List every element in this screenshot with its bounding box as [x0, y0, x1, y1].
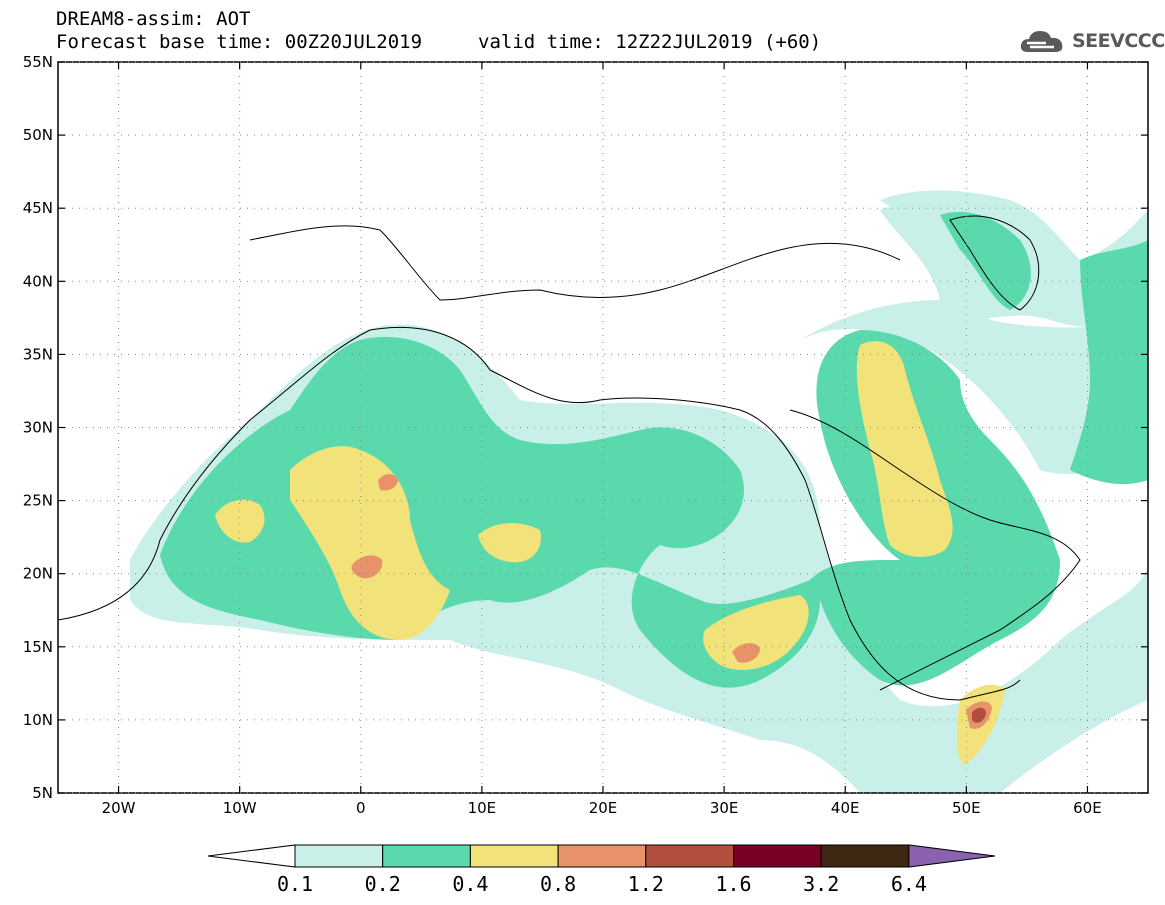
- coastline-europe: [249, 225, 901, 301]
- lat-label: 35N: [23, 345, 53, 363]
- lat-label: 5N: [32, 784, 53, 802]
- aot-contour-0.4-mauritania: [215, 499, 265, 543]
- lon-label: 20E: [589, 799, 618, 817]
- lat-label: 30N: [23, 419, 53, 437]
- forecast-base-time: Forecast base time: 00Z20JUL2019: [56, 31, 423, 53]
- aot-contour-0.8-a: [351, 555, 383, 579]
- lon-label: 60E: [1073, 799, 1102, 817]
- colorbar-swatch: [733, 844, 822, 868]
- logo-text: SEEVCCC: [1072, 30, 1165, 52]
- aot-contour-0.2-iran: [1070, 240, 1148, 485]
- aot-contour-0.1-east: [800, 206, 1148, 475]
- coastline-arabia: [789, 409, 1081, 691]
- colorbar: 0.1 0.2 0.4 0.8 1.2 1.6 3.2 6.4: [207, 844, 996, 896]
- axis-labels: 55N 50N 45N 40N 35N 30N 25N 20N 15N 10N 5N 20W 10W 0 1…: [23, 53, 1148, 817]
- aot-contour-0.4-niger: [478, 523, 541, 563]
- lat-label: 55N: [23, 53, 53, 71]
- coastline-africa: [58, 326, 1021, 701]
- coastline-caspian: [949, 215, 1040, 311]
- map-title: DREAM8-assim: AOT: [56, 8, 251, 30]
- colorbar-level-label: 1.2: [628, 872, 664, 896]
- valid-time: valid time: 12Z22JUL2019 (+60): [478, 31, 822, 53]
- lon-label: 40E: [831, 799, 860, 817]
- lon-label: 20W: [102, 799, 136, 817]
- colorbar-swatch: [820, 844, 910, 868]
- lat-label: 10N: [23, 711, 53, 729]
- colorbar-level-label: 0.2: [365, 872, 401, 896]
- colorbar-level-label: 3.2: [803, 872, 839, 896]
- colorbar-under-arrow: [207, 844, 296, 868]
- colorbar-swatch: [294, 844, 384, 868]
- seevccc-logo: SEEVCCC: [1018, 24, 1165, 58]
- lat-label: 20N: [23, 565, 53, 583]
- aot-contour-0.8-c: [732, 643, 760, 663]
- colorbar-over-arrow: [908, 844, 996, 868]
- colorbar-level-label: 0.4: [452, 872, 488, 896]
- aot-contour-0.4-arabia: [856, 341, 953, 557]
- colorbar-swatch: [469, 844, 559, 868]
- colorbar-swatch: [382, 844, 471, 868]
- aot-contour-0.2-caucasus: [940, 211, 1031, 310]
- lon-label: 10W: [223, 799, 257, 817]
- colorbar-level-label: 0.1: [277, 872, 313, 896]
- colorbar-level-label: 1.6: [715, 872, 751, 896]
- lat-label: 45N: [23, 199, 53, 217]
- graticule: [58, 61, 1148, 794]
- lon-label: 50E: [952, 799, 981, 817]
- lat-label: 15N: [23, 638, 53, 656]
- lon-label: 0: [356, 799, 366, 817]
- colorbar-level-label: 0.8: [540, 872, 576, 896]
- aot-contour-0.4-sahara: [290, 446, 450, 640]
- lat-label: 40N: [23, 272, 53, 290]
- coastlines: [58, 215, 1081, 701]
- lon-label: 30E: [710, 799, 739, 817]
- aot-contour-0.8-b: [378, 474, 398, 491]
- lat-label: 25N: [23, 492, 53, 510]
- cloud-icon: [1020, 31, 1063, 52]
- aot-field: [130, 190, 1148, 793]
- aot-contour-1.2-a: [972, 707, 986, 723]
- lat-label: 50N: [23, 126, 53, 144]
- colorbar-level-label: 6.4: [891, 872, 927, 896]
- aot-contour-0.4-sudan: [703, 595, 809, 670]
- lon-label: 10E: [468, 799, 497, 817]
- colorbar-swatch: [557, 844, 647, 868]
- colorbar-swatch: [645, 844, 734, 868]
